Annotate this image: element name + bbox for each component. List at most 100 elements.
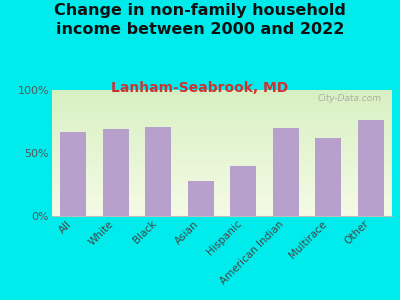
- Bar: [52, 177, 392, 178]
- Bar: [272, 128, 299, 216]
- Bar: [52, 115, 392, 116]
- Bar: [52, 159, 392, 160]
- Bar: [52, 90, 392, 91]
- Bar: [52, 141, 392, 142]
- Bar: [52, 164, 392, 165]
- Bar: [52, 98, 392, 99]
- Bar: [52, 125, 392, 126]
- Bar: [52, 169, 392, 170]
- Bar: [52, 168, 392, 169]
- Bar: [52, 163, 392, 164]
- Bar: [52, 101, 392, 102]
- Bar: [52, 175, 392, 176]
- Bar: [52, 176, 392, 177]
- Bar: [52, 117, 392, 118]
- Bar: [52, 93, 392, 94]
- Bar: [52, 186, 392, 187]
- Bar: [52, 208, 392, 209]
- Bar: [52, 91, 392, 92]
- Bar: [52, 110, 392, 111]
- Bar: [52, 96, 392, 97]
- Bar: [52, 146, 392, 147]
- Bar: [52, 111, 392, 112]
- Bar: [52, 121, 392, 122]
- Bar: [52, 196, 392, 197]
- Bar: [52, 95, 392, 96]
- Bar: [52, 138, 392, 139]
- Bar: [52, 207, 392, 208]
- Bar: [52, 182, 392, 183]
- Bar: [145, 127, 172, 216]
- Bar: [52, 106, 392, 107]
- Bar: [52, 94, 392, 95]
- Bar: [52, 112, 392, 113]
- Bar: [52, 136, 392, 137]
- Bar: [52, 190, 392, 191]
- Bar: [52, 172, 392, 173]
- Bar: [52, 134, 392, 135]
- Bar: [52, 162, 392, 163]
- Bar: [52, 152, 392, 153]
- Bar: [52, 132, 392, 133]
- Bar: [52, 167, 392, 168]
- Bar: [52, 206, 392, 207]
- Bar: [52, 139, 392, 140]
- Bar: [52, 204, 392, 205]
- Bar: [52, 181, 392, 182]
- Bar: [52, 105, 392, 106]
- Bar: [52, 179, 392, 180]
- Bar: [52, 170, 392, 171]
- Bar: [52, 213, 392, 214]
- Bar: [60, 132, 86, 216]
- Bar: [52, 142, 392, 143]
- Bar: [52, 169, 392, 170]
- Bar: [52, 135, 392, 136]
- Bar: [52, 103, 392, 104]
- Bar: [52, 130, 392, 131]
- Bar: [188, 181, 214, 216]
- Bar: [52, 214, 392, 215]
- Bar: [52, 210, 392, 211]
- Bar: [52, 178, 392, 179]
- Bar: [52, 201, 392, 202]
- Bar: [52, 194, 392, 195]
- Bar: [52, 153, 392, 154]
- Text: Change in non-family household
income between 2000 and 2022: Change in non-family household income be…: [54, 3, 346, 37]
- Bar: [52, 114, 392, 115]
- Bar: [358, 120, 384, 216]
- Bar: [52, 184, 392, 185]
- Bar: [52, 137, 392, 138]
- Bar: [52, 166, 392, 167]
- Bar: [52, 205, 392, 206]
- Bar: [52, 192, 392, 193]
- Bar: [52, 140, 392, 141]
- Bar: [52, 155, 392, 156]
- Bar: [52, 149, 392, 150]
- Bar: [102, 129, 129, 216]
- Bar: [52, 158, 392, 159]
- Bar: [52, 188, 392, 189]
- Bar: [52, 202, 392, 203]
- Bar: [52, 133, 392, 134]
- Text: City-Data.com: City-Data.com: [318, 94, 382, 103]
- Bar: [52, 104, 392, 105]
- Bar: [52, 165, 392, 166]
- Bar: [52, 118, 392, 119]
- Bar: [52, 193, 392, 194]
- Bar: [315, 138, 342, 216]
- Bar: [52, 144, 392, 145]
- Bar: [52, 102, 392, 103]
- Bar: [52, 203, 392, 204]
- Bar: [52, 160, 392, 161]
- Bar: [52, 215, 392, 216]
- Bar: [230, 166, 256, 216]
- Bar: [52, 161, 392, 162]
- Bar: [52, 118, 392, 119]
- Bar: [52, 97, 392, 98]
- Bar: [52, 116, 392, 117]
- Bar: [52, 191, 392, 192]
- Bar: [52, 150, 392, 151]
- Bar: [52, 113, 392, 114]
- Bar: [52, 200, 392, 201]
- Bar: [52, 127, 392, 128]
